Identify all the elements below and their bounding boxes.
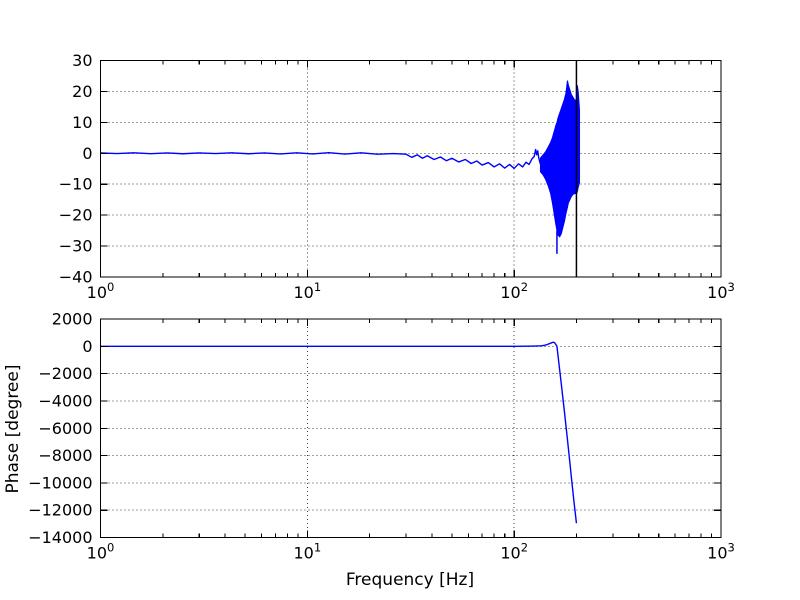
x-tick-label: 100 xyxy=(87,280,115,302)
magnitude-oscillation-band xyxy=(539,80,581,238)
grid xyxy=(100,319,721,538)
phase-plot: 2000 0 −2000 −4000 −6000 −8000 −10000 −12000 −14… xyxy=(28,310,735,563)
y-tick-label: 0 xyxy=(82,144,92,163)
y-tick-label: −10 xyxy=(59,175,93,194)
x-tick-label: 103 xyxy=(707,541,735,563)
y-tick-label: −40 xyxy=(59,268,93,287)
y-tick-label: −14000 xyxy=(28,528,92,547)
y-tick-label: 30 xyxy=(72,51,92,70)
grid xyxy=(100,60,721,277)
x-tick-label: 102 xyxy=(500,280,528,302)
phase-response-curve xyxy=(100,341,578,524)
axes-frame xyxy=(99,318,722,539)
y-tick-label: 10 xyxy=(72,113,92,132)
y-tick-label: 20 xyxy=(72,82,92,101)
ticks xyxy=(99,318,722,539)
y-tick-label: 0 xyxy=(82,337,92,356)
axes-frame xyxy=(99,59,722,278)
x-tick-label: 102 xyxy=(500,541,528,563)
y-tick-label: −8000 xyxy=(38,446,92,465)
x-tick-label: 101 xyxy=(293,541,321,563)
y-tick-label: −12000 xyxy=(28,501,92,520)
phase-axis-label: Phase [degree] xyxy=(3,364,23,494)
tick-labels: 2000 0 −2000 −4000 −6000 −8000 −10000 −12000 −14… xyxy=(28,310,735,563)
x-tick-label: 101 xyxy=(293,280,321,302)
magnitude-response-curve xyxy=(100,148,542,170)
data-layer xyxy=(100,341,578,524)
x-tick-label: 100 xyxy=(87,541,115,563)
y-tick-label: 2000 xyxy=(52,310,93,329)
frequency-axis-label: Frequency [Hz] xyxy=(345,570,475,590)
y-tick-label: −30 xyxy=(59,237,93,256)
data-layer xyxy=(100,60,581,277)
y-tick-label: −20 xyxy=(59,206,93,225)
y-tick-label: −4000 xyxy=(38,391,92,410)
y-tick-label: −6000 xyxy=(38,419,92,438)
ticks xyxy=(99,59,722,278)
y-tick-label: −10000 xyxy=(28,473,92,492)
x-tick-label: 103 xyxy=(707,280,735,302)
y-tick-label: −2000 xyxy=(38,364,92,383)
